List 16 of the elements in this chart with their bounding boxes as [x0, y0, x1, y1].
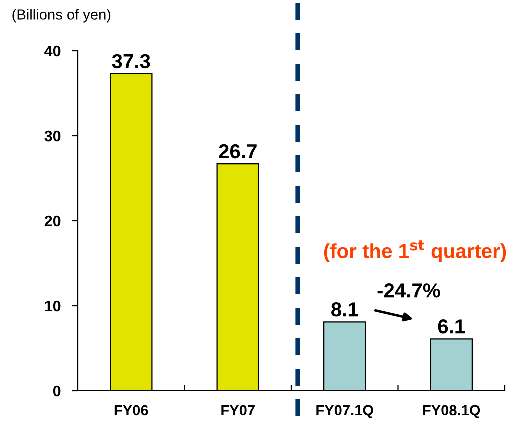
x-tick-label: FY06: [114, 405, 148, 416]
data-label: 8.1: [332, 302, 358, 317]
data-label: 26.7: [219, 144, 257, 159]
x-tick-label: FY07: [222, 405, 255, 416]
y-axis-title: (Billions of yen): [12, 9, 111, 23]
x-tick-label: FY08.1Q: [423, 405, 480, 418]
x-tick-label: FY07.1Q: [316, 405, 374, 418]
y-tick-label: 0: [53, 386, 61, 397]
data-label: 37.3: [112, 54, 150, 69]
y-tick-label: 30: [44, 130, 61, 142]
y-tick-label: 20: [44, 216, 61, 227]
annotation: (for the 1$^{st}$ quarter): [324, 240, 506, 262]
y-tick-label: 10: [45, 300, 61, 312]
annotation: -24.7%: [378, 284, 440, 298]
data-label: 6.1: [438, 320, 466, 334]
y-tick-label: 40: [44, 46, 61, 57]
